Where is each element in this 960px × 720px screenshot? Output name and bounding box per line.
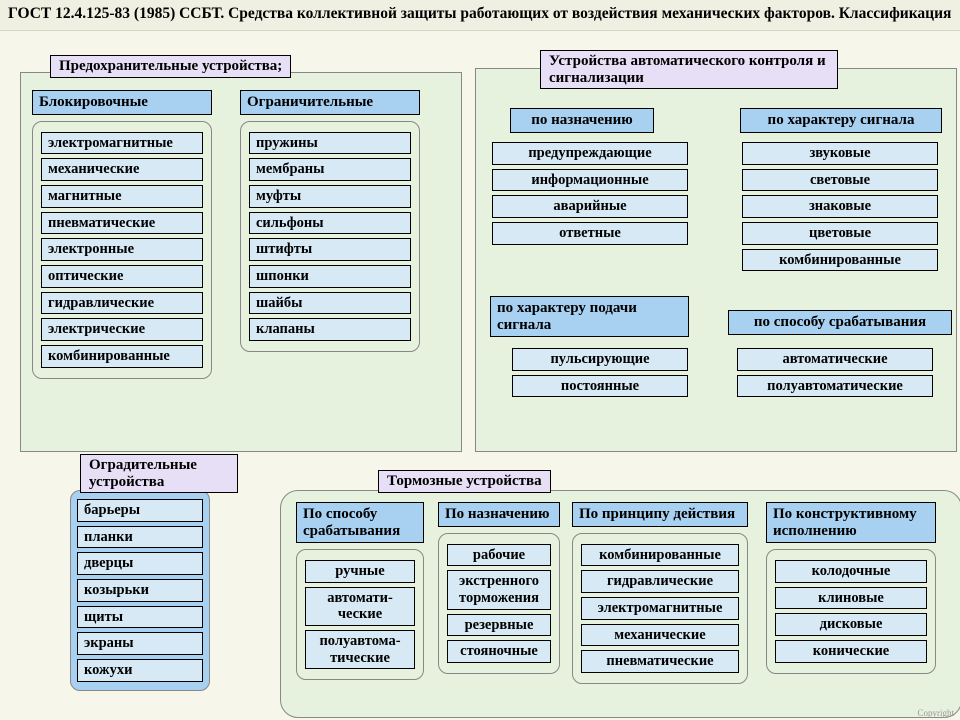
brake-operation-body: ручные автомати- ческие полуавтома- тическ… bbox=[296, 549, 424, 680]
item: электромагнитные bbox=[581, 597, 739, 620]
operation-body: автоматические полуавтоматические bbox=[735, 344, 935, 401]
item: механические bbox=[581, 624, 739, 647]
item: информационные bbox=[492, 169, 688, 192]
page-title: ГОСТ 12.4.125-83 (1985) ССБТ. Средства к… bbox=[0, 0, 960, 31]
limit-body: пружины мембраны муфты сильфоны штифты шпонки… bbox=[240, 121, 420, 352]
brake-principle-heading: По принципу действия bbox=[572, 502, 748, 527]
signal-char-heading: по характеру сигнала bbox=[740, 108, 942, 133]
purpose-body: предупреждающие информационные аварийные от… bbox=[490, 138, 690, 249]
item: экраны bbox=[77, 632, 203, 655]
item: рабочие bbox=[447, 544, 551, 567]
item: гидравлические bbox=[41, 292, 203, 315]
brake-design-column: По конструктивному исполнению колодочные… bbox=[766, 502, 936, 674]
item: колодочные bbox=[775, 560, 927, 583]
item: экстренного торможения bbox=[447, 570, 551, 609]
lock-heading: Блокировочные bbox=[32, 90, 212, 115]
item: клиновые bbox=[775, 587, 927, 610]
lock-body: электромагнитные механические магнитные пне… bbox=[32, 121, 212, 379]
item: магнитные bbox=[41, 185, 203, 208]
item: знаковые bbox=[742, 195, 938, 218]
item: муфты bbox=[249, 185, 411, 208]
item: конические bbox=[775, 640, 927, 663]
guard-body: барьеры планки дверцы козырьки щиты экраны кож… bbox=[70, 490, 210, 691]
brake-principle-body: комбинированные гидравлические электромагн… bbox=[572, 533, 748, 684]
brake-design-body: колодочные клиновые дисковые конические bbox=[766, 549, 936, 674]
control-title: Устройства автоматического контроля и си… bbox=[540, 50, 838, 89]
item: щиты bbox=[77, 606, 203, 629]
purpose-heading: по назначению bbox=[510, 108, 654, 133]
operation-heading: по способу срабатывания bbox=[728, 310, 952, 335]
guard-title: Оградительные устройства bbox=[80, 454, 238, 493]
signal-feed-body: пульсирующие постоянные bbox=[510, 344, 690, 401]
item: клапаны bbox=[249, 318, 411, 341]
item: штифты bbox=[249, 238, 411, 261]
item: комбинированные bbox=[41, 345, 203, 368]
item: стояночные bbox=[447, 640, 551, 663]
item: шпонки bbox=[249, 265, 411, 288]
item: электронные bbox=[41, 238, 203, 261]
item: полуавтома- тические bbox=[305, 630, 415, 669]
brake-principle-column: По принципу действия комбинированные гидр… bbox=[572, 502, 748, 684]
item: цветовые bbox=[742, 222, 938, 245]
item: комбинированные bbox=[581, 544, 739, 567]
item: оптические bbox=[41, 265, 203, 288]
item: дверцы bbox=[77, 552, 203, 575]
limit-heading: Ограничительные bbox=[240, 90, 420, 115]
copyright-label: Copyright bbox=[917, 708, 954, 718]
item: электрические bbox=[41, 318, 203, 341]
safety-title: Предохранительные устройства; bbox=[50, 55, 291, 78]
brake-operation-column: По способу срабатывания ручные автомати- … bbox=[296, 502, 424, 680]
item: пульсирующие bbox=[512, 348, 688, 371]
item: предупреждающие bbox=[492, 142, 688, 165]
item: пневматические bbox=[41, 212, 203, 235]
item: пружины bbox=[249, 132, 411, 155]
brake-purpose-heading: По назначению bbox=[438, 502, 560, 527]
item: комбинированные bbox=[742, 249, 938, 272]
item: постоянные bbox=[512, 375, 688, 398]
item: планки bbox=[77, 526, 203, 549]
item: сильфоны bbox=[249, 212, 411, 235]
item: резервные bbox=[447, 614, 551, 637]
item: пневматические bbox=[581, 650, 739, 673]
item: козырьки bbox=[77, 579, 203, 602]
brake-purpose-body: рабочие экстренного торможения резервные ст… bbox=[438, 533, 560, 674]
signal-feed-heading: по характеру подачи сигнала bbox=[490, 296, 689, 337]
item: электромагнитные bbox=[41, 132, 203, 155]
item: кожухи bbox=[77, 659, 203, 682]
brake-operation-heading: По способу срабатывания bbox=[296, 502, 424, 543]
item: аварийные bbox=[492, 195, 688, 218]
item: автомати- ческие bbox=[305, 587, 415, 626]
item: автоматические bbox=[737, 348, 933, 371]
brake-title: Тормозные устройства bbox=[378, 470, 551, 493]
item: ручные bbox=[305, 560, 415, 583]
item: звуковые bbox=[742, 142, 938, 165]
item: ответные bbox=[492, 222, 688, 245]
brake-design-heading: По конструктивному исполнению bbox=[766, 502, 936, 543]
brake-purpose-column: По назначению рабочие экстренного торможе… bbox=[438, 502, 560, 674]
limit-column: Ограничительные пружины мембраны муфты силь… bbox=[240, 90, 420, 352]
signal-char-body: звуковые световые знаковые цветовые комбинир… bbox=[740, 138, 940, 275]
item: механические bbox=[41, 158, 203, 181]
item: шайбы bbox=[249, 292, 411, 315]
item: световые bbox=[742, 169, 938, 192]
lock-column: Блокировочные электромагнитные механическ… bbox=[32, 90, 212, 379]
item: гидравлические bbox=[581, 570, 739, 593]
item: дисковые bbox=[775, 613, 927, 636]
item: полуавтоматические bbox=[737, 375, 933, 398]
item: мембраны bbox=[249, 158, 411, 181]
item: барьеры bbox=[77, 499, 203, 522]
